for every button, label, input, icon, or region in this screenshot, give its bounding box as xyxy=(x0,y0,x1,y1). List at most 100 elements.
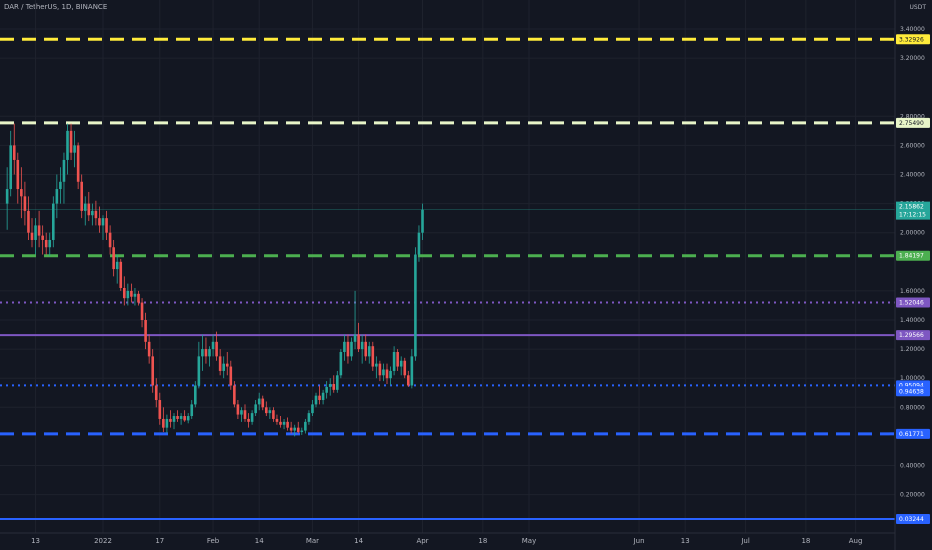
y-tick-label: 1.00000 xyxy=(900,375,925,382)
candle-body xyxy=(162,418,165,428)
candle-body xyxy=(229,366,233,386)
candle-body xyxy=(204,349,208,357)
candle-body xyxy=(410,356,414,386)
candle-body xyxy=(257,398,261,405)
candle-body xyxy=(300,430,304,433)
level-price-label-bg xyxy=(896,34,930,45)
candle-body xyxy=(20,189,23,197)
candle-body xyxy=(105,218,108,233)
candle-body xyxy=(396,352,399,367)
candle-body xyxy=(23,196,27,211)
candle-body xyxy=(339,352,343,376)
level-price-label: 0.61771 xyxy=(899,431,924,438)
candle-body xyxy=(375,363,378,367)
candle-body xyxy=(101,218,105,226)
x-tick-label: Jul xyxy=(740,537,750,545)
level-price-label-bg xyxy=(896,330,930,341)
candle-body xyxy=(314,395,318,405)
candle-body xyxy=(378,363,382,376)
candle-body xyxy=(201,349,204,357)
candle-body xyxy=(91,210,94,216)
grid-lines xyxy=(0,0,895,533)
y-tick-label: 2.60000 xyxy=(900,142,925,149)
level-price-label-bg xyxy=(896,513,930,524)
candle-body xyxy=(236,404,240,415)
candle-body xyxy=(44,239,48,248)
candle-body xyxy=(311,404,314,414)
countdown-label: 17:12:15 xyxy=(899,212,926,219)
candle-body xyxy=(179,416,183,419)
candle-body xyxy=(261,398,265,408)
x-tick-label: 14 xyxy=(354,537,363,545)
candle-body xyxy=(59,181,62,190)
price-axis: 3.400003.200002.800002.600002.400002.200… xyxy=(894,0,925,550)
candle-body xyxy=(233,385,236,405)
candle-body xyxy=(272,410,275,419)
y-tick-label: 1.60000 xyxy=(900,288,925,295)
x-tick-label: Aug xyxy=(849,537,863,545)
candle-body xyxy=(247,418,250,422)
y-tick-label: 0.20000 xyxy=(900,492,925,499)
candle-body xyxy=(392,352,396,371)
candle-body xyxy=(41,235,44,240)
candle-body xyxy=(16,159,20,190)
y-tick-label: 0.80000 xyxy=(900,404,925,411)
y-tick-label: 3.20000 xyxy=(900,55,925,62)
candle-body xyxy=(254,404,257,414)
candle-body xyxy=(225,363,229,367)
candle-body xyxy=(115,261,119,270)
candle-body xyxy=(389,370,392,379)
level-price-label: 0.95094 xyxy=(899,382,924,389)
candle-body xyxy=(343,341,346,353)
level-price-label: 0.03244 xyxy=(899,516,924,523)
candle-body xyxy=(350,341,353,357)
candle-body xyxy=(108,232,112,248)
candle-body xyxy=(286,421,289,428)
candle-body xyxy=(279,421,282,425)
candle-body xyxy=(66,130,69,160)
candle-body xyxy=(325,386,328,393)
candle-body xyxy=(165,418,169,428)
y-tick-label: 2.00000 xyxy=(900,230,925,237)
candle-body xyxy=(282,421,286,425)
chart-title: DAR / TetherUS, 1D, BINANCE xyxy=(4,3,108,11)
candle-body xyxy=(353,334,357,342)
candle-body xyxy=(407,375,410,386)
y-tick-label: 0.40000 xyxy=(900,463,925,470)
candle-body xyxy=(275,418,279,422)
candle-body xyxy=(357,334,360,350)
candle-body xyxy=(55,189,59,204)
x-tick-label: 18 xyxy=(478,537,487,545)
candle-body xyxy=(52,203,55,240)
x-tick-label: Jun xyxy=(633,537,645,545)
candle-body xyxy=(364,341,367,357)
candle-body xyxy=(34,225,37,240)
candle-body xyxy=(194,385,197,405)
level-price-label-bg xyxy=(896,297,930,308)
candle-body xyxy=(76,145,80,182)
candle-body xyxy=(218,356,222,371)
currency-unit: USDT xyxy=(909,4,927,11)
candle-body xyxy=(346,341,350,357)
candle-body xyxy=(73,145,76,153)
candle-body xyxy=(265,407,268,414)
candle-body xyxy=(289,427,293,431)
candle-body xyxy=(296,427,300,433)
candle-body xyxy=(399,360,403,367)
x-tick-label: 18 xyxy=(801,537,810,545)
candle-body xyxy=(332,384,336,390)
level-price-label-bg xyxy=(896,428,930,439)
candle-body xyxy=(183,416,186,421)
candle-body xyxy=(151,356,154,386)
candle-body xyxy=(328,384,332,387)
candle-body xyxy=(158,400,162,419)
level-price-label: 1.29566 xyxy=(899,332,924,339)
candle-body xyxy=(385,369,389,379)
candle-body xyxy=(222,363,225,371)
candle-body xyxy=(250,413,254,422)
candle-body xyxy=(367,346,371,357)
current-price-label-bg xyxy=(896,386,930,397)
y-tick-label: 1.20000 xyxy=(900,346,925,353)
candle-body xyxy=(62,159,66,182)
